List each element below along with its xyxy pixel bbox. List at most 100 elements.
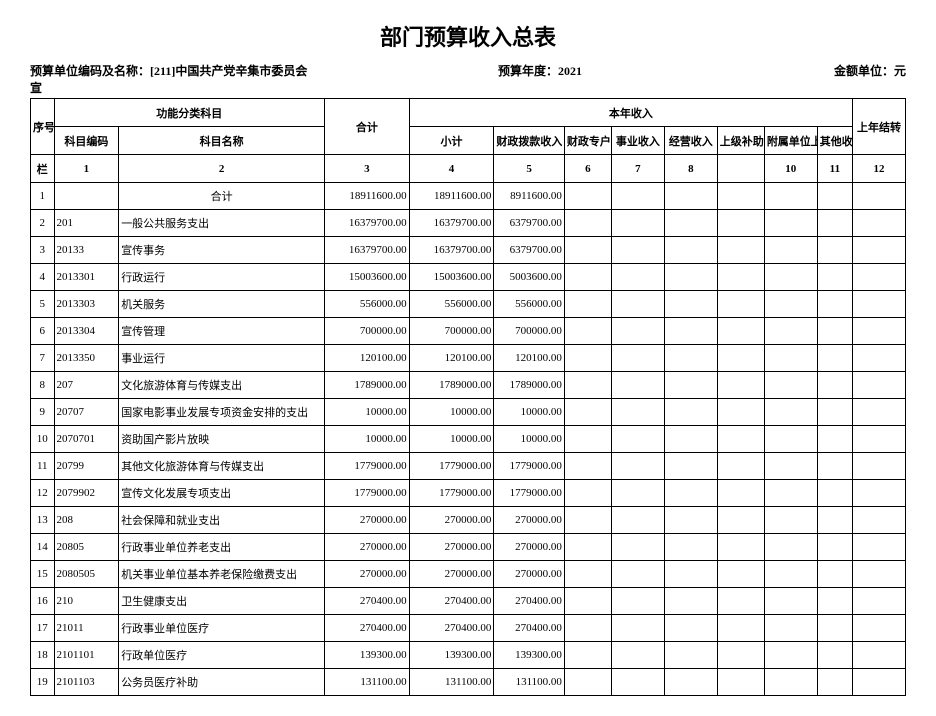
cell-biz xyxy=(611,507,664,534)
cell-op xyxy=(664,318,717,345)
cell-seq: 11 xyxy=(31,453,55,480)
cell-prev xyxy=(853,318,906,345)
hdr-lan: 栏 xyxy=(31,155,55,183)
cell-op xyxy=(664,588,717,615)
table-row: 2201一般公共服务支出16379700.0016379700.00637970… xyxy=(31,210,906,237)
cell-code xyxy=(54,183,119,210)
cell-fin: 270000.00 xyxy=(494,534,565,561)
cell-prev xyxy=(853,642,906,669)
meta-org-label: 预算单位编码及名称： xyxy=(30,64,150,78)
cell-op xyxy=(664,642,717,669)
cell-total: 270000.00 xyxy=(325,507,410,534)
hdr-fin-acc: 财政专户收入 xyxy=(564,127,611,155)
cell-code: 2013303 xyxy=(54,291,119,318)
cell-oth xyxy=(817,264,852,291)
cell-name: 宣传事务 xyxy=(119,237,325,264)
table-row: 8207文化旅游体育与传媒支出1789000.001789000.0017890… xyxy=(31,372,906,399)
cell-biz xyxy=(611,615,664,642)
cell-name: 机关服务 xyxy=(119,291,325,318)
cell-fin: 1789000.00 xyxy=(494,372,565,399)
cell-aff xyxy=(764,642,817,669)
cell-acc xyxy=(564,318,611,345)
hdr-fin-appr: 财政拨款收入 xyxy=(494,127,565,155)
cell-total: 16379700.00 xyxy=(325,237,410,264)
cell-fin: 5003600.00 xyxy=(494,264,565,291)
cell-aff xyxy=(764,453,817,480)
cell-sup xyxy=(717,507,764,534)
cell-aff xyxy=(764,264,817,291)
cell-seq: 3 xyxy=(31,237,55,264)
hdr-sup-sub: 上级补助收入 xyxy=(717,127,764,155)
cell-sup xyxy=(717,345,764,372)
cell-acc xyxy=(564,183,611,210)
meta-unit-value: 元 xyxy=(894,64,906,78)
cell-oth xyxy=(817,534,852,561)
cell-fin: 1779000.00 xyxy=(494,453,565,480)
cell-code: 2013350 xyxy=(54,345,119,372)
page-title: 部门预算收入总表 xyxy=(30,20,906,52)
cell-sub: 16379700.00 xyxy=(409,237,494,264)
cell-seq: 15 xyxy=(31,561,55,588)
cell-oth xyxy=(817,210,852,237)
colnum-7: 7 xyxy=(611,155,664,183)
cell-prev xyxy=(853,210,906,237)
cell-oth xyxy=(817,480,852,507)
cell-acc xyxy=(564,264,611,291)
cell-total: 700000.00 xyxy=(325,318,410,345)
cell-sub: 1789000.00 xyxy=(409,372,494,399)
table-row: 152080505机关事业单位基本养老保险缴费支出270000.00270000… xyxy=(31,561,906,588)
colnum-8: 8 xyxy=(664,155,717,183)
table-row: 1721011行政事业单位医疗270400.00270400.00270400.… xyxy=(31,615,906,642)
cell-sup xyxy=(717,480,764,507)
cell-acc xyxy=(564,534,611,561)
cell-biz xyxy=(611,642,664,669)
cell-op xyxy=(664,291,717,318)
cell-total: 270400.00 xyxy=(325,615,410,642)
cell-code: 20707 xyxy=(54,399,119,426)
cell-prev xyxy=(853,399,906,426)
hdr-this-year: 本年收入 xyxy=(409,99,852,127)
cell-oth xyxy=(817,345,852,372)
cell-op xyxy=(664,264,717,291)
cell-fin: 139300.00 xyxy=(494,642,565,669)
cell-seq: 8 xyxy=(31,372,55,399)
cell-aff xyxy=(764,237,817,264)
cell-fin: 10000.00 xyxy=(494,426,565,453)
cell-fin: 270000.00 xyxy=(494,507,565,534)
cell-name: 卫生健康支出 xyxy=(119,588,325,615)
cell-prev xyxy=(853,426,906,453)
cell-sup xyxy=(717,291,764,318)
cell-sup xyxy=(717,318,764,345)
cell-oth xyxy=(817,453,852,480)
cell-biz xyxy=(611,372,664,399)
table-row: 320133宣传事务16379700.0016379700.006379700.… xyxy=(31,237,906,264)
cell-biz xyxy=(611,453,664,480)
cell-code: 201 xyxy=(54,210,119,237)
cell-code: 20805 xyxy=(54,534,119,561)
table-row: 52013303机关服务556000.00556000.00556000.00 xyxy=(31,291,906,318)
cell-acc xyxy=(564,480,611,507)
cell-sub: 270000.00 xyxy=(409,507,494,534)
cell-op xyxy=(664,237,717,264)
cell-name: 资助国产影片放映 xyxy=(119,426,325,453)
cell-total: 10000.00 xyxy=(325,426,410,453)
hdr-seq: 序号 xyxy=(31,99,55,155)
cell-prev xyxy=(853,183,906,210)
cell-prev xyxy=(853,237,906,264)
meta-year-value: 2021 xyxy=(558,64,582,78)
table-row: 1120799其他文化旅游体育与传媒支出1779000.001779000.00… xyxy=(31,453,906,480)
colnum-1: 1 xyxy=(54,155,119,183)
cell-aff xyxy=(764,507,817,534)
cell-aff xyxy=(764,210,817,237)
cell-acc xyxy=(564,345,611,372)
cell-fin: 10000.00 xyxy=(494,399,565,426)
cell-oth xyxy=(817,588,852,615)
cell-op xyxy=(664,453,717,480)
cell-op xyxy=(664,669,717,696)
cell-aff xyxy=(764,588,817,615)
table-row: 192101103公务员医疗补助131100.00131100.00131100… xyxy=(31,669,906,696)
cell-aff xyxy=(764,561,817,588)
cell-oth xyxy=(817,642,852,669)
cell-name: 宣传文化发展专项支出 xyxy=(119,480,325,507)
cell-oth xyxy=(817,183,852,210)
